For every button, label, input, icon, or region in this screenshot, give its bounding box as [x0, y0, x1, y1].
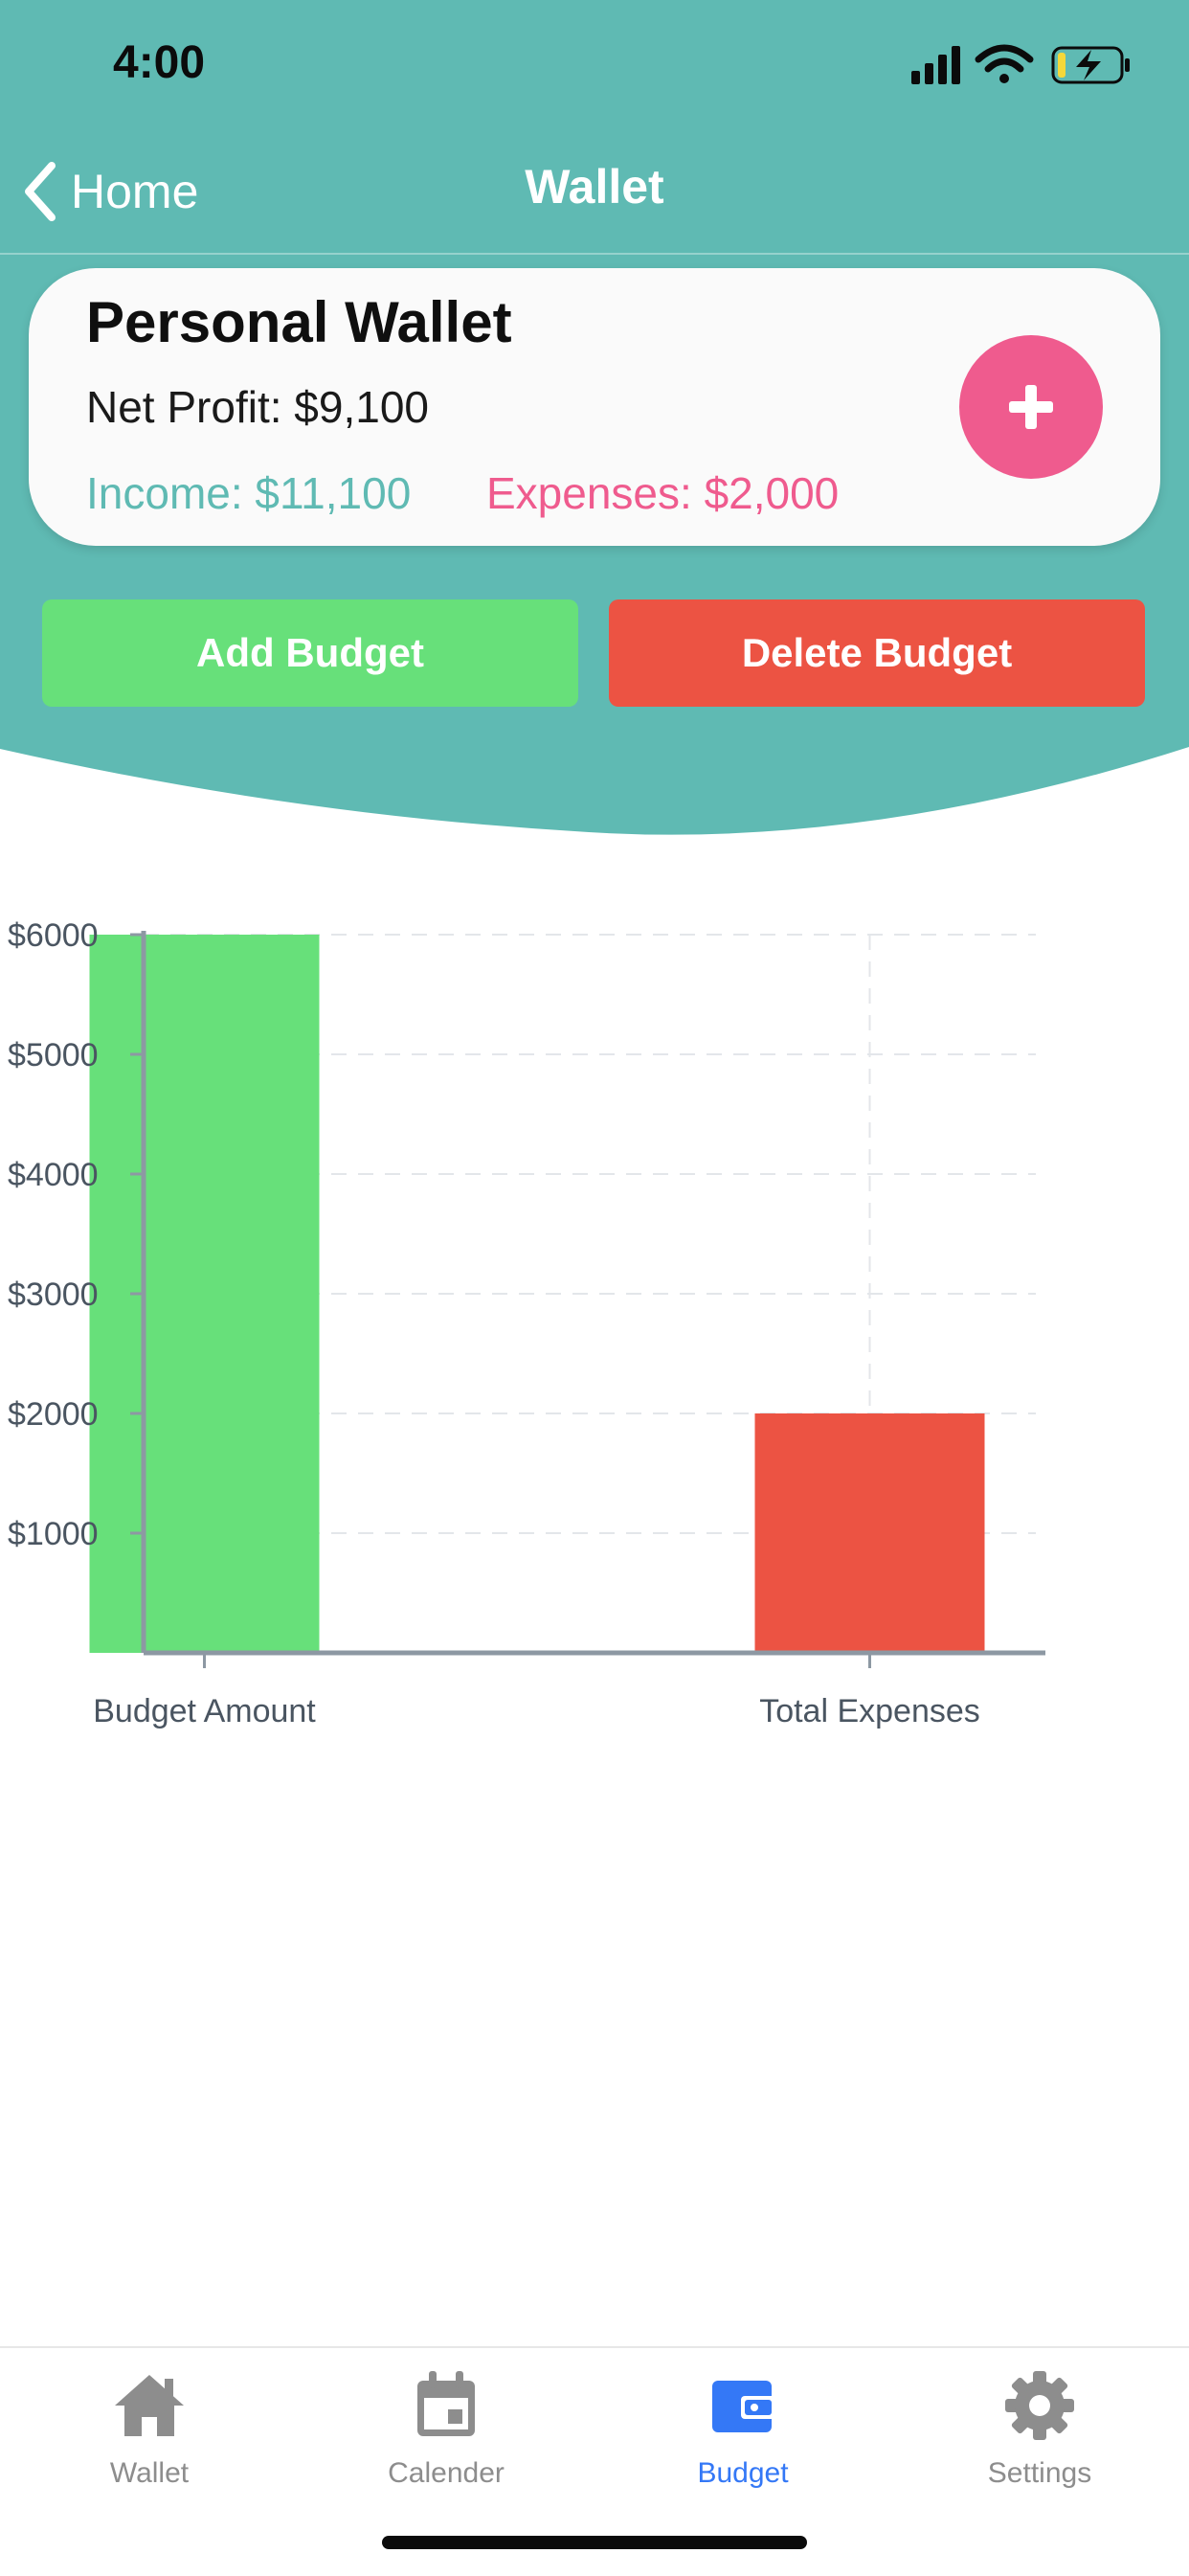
- y-tick-label: $3000: [8, 1277, 99, 1313]
- x-tick-label: Total Expenses: [759, 1693, 980, 1729]
- tab-settings[interactable]: Settings: [944, 2367, 1135, 2520]
- y-tick-label: $6000: [8, 917, 99, 954]
- chart-bar: [754, 1413, 985, 1653]
- tab-label: Calender: [388, 2457, 505, 2489]
- x-tick-label: Budget Amount: [93, 1693, 316, 1729]
- wifi-icon: [975, 44, 1034, 83]
- y-tick-label: $1000: [8, 1516, 99, 1552]
- expenses-amount: Expenses: $2,000: [486, 468, 840, 518]
- y-tick-label: $5000: [8, 1037, 99, 1073]
- delete-budget-button[interactable]: Delete Budget: [609, 599, 1145, 707]
- gear-icon: [1005, 2371, 1074, 2440]
- tab-label: Settings: [987, 2457, 1092, 2489]
- home-indicator: [382, 2536, 807, 2549]
- y-tick-label: $2000: [8, 1396, 99, 1433]
- status-icons: [911, 44, 1130, 84]
- add-budget-button[interactable]: Add Budget: [42, 599, 578, 707]
- chevron-left-icon: [25, 162, 56, 221]
- wallet-name: Personal Wallet: [86, 290, 512, 354]
- battery-charging-icon: [1051, 46, 1130, 84]
- tab-budget[interactable]: Budget: [647, 2367, 839, 2520]
- add-transaction-button[interactable]: [959, 335, 1103, 479]
- y-tick-label: $4000: [8, 1157, 99, 1193]
- plus-icon: [1009, 385, 1053, 429]
- income-amount: Income: $11,100: [86, 468, 412, 518]
- back-button-label: Home: [71, 165, 199, 218]
- calendar-icon: [417, 2371, 475, 2436]
- home-icon: [115, 2375, 184, 2436]
- tab-wallet[interactable]: Wallet: [54, 2367, 245, 2520]
- wallet-icon: [712, 2381, 775, 2432]
- cellular-signal-icon: [911, 46, 960, 84]
- chart-bar: [89, 935, 320, 1653]
- wallet-summary-card: Personal Wallet Net Profit: $9,100 Incom…: [29, 268, 1160, 546]
- net-profit: Net Profit: $9,100: [86, 382, 429, 432]
- tab-label: Wallet: [109, 2457, 190, 2489]
- tab-label: Budget: [697, 2457, 789, 2489]
- page-title: Wallet: [525, 160, 664, 214]
- status-time: 4:00: [113, 37, 206, 88]
- nav-divider: [0, 253, 1189, 255]
- budget-chart: $1000 $2000 $3000 $4000 $5000 $6000 Budget Amo…: [8, 917, 1045, 1729]
- tab-calender[interactable]: Calender: [350, 2367, 542, 2520]
- back-button[interactable]: Home: [19, 153, 198, 230]
